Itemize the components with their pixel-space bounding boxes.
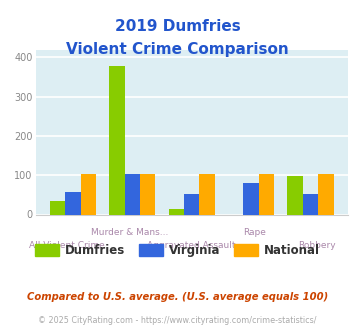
Bar <box>303 194 318 214</box>
Bar <box>65 192 81 214</box>
Bar <box>318 175 334 215</box>
Text: Murder & Mans...: Murder & Mans... <box>91 228 168 237</box>
Bar <box>81 174 96 214</box>
Bar <box>109 66 125 214</box>
Text: All Violent Crime: All Violent Crime <box>29 241 105 250</box>
Bar <box>125 175 140 215</box>
Text: Aggravated Assault: Aggravated Assault <box>147 241 236 250</box>
Bar <box>244 183 259 214</box>
Text: Robbery: Robbery <box>298 241 335 250</box>
Bar <box>184 194 200 214</box>
Bar <box>259 174 274 214</box>
Text: Violent Crime Comparison: Violent Crime Comparison <box>66 42 289 57</box>
Bar <box>169 209 184 214</box>
Bar <box>140 175 155 215</box>
Text: Rape: Rape <box>243 228 266 237</box>
Text: 2019 Dumfries: 2019 Dumfries <box>115 19 240 34</box>
Text: © 2025 CityRating.com - https://www.cityrating.com/crime-statistics/: © 2025 CityRating.com - https://www.city… <box>38 315 317 325</box>
Bar <box>200 175 215 215</box>
Bar <box>287 177 303 214</box>
Text: Compared to U.S. average. (U.S. average equals 100): Compared to U.S. average. (U.S. average … <box>27 292 328 302</box>
Bar <box>50 201 65 214</box>
Legend: Dumfries, Virginia, National: Dumfries, Virginia, National <box>31 239 324 261</box>
